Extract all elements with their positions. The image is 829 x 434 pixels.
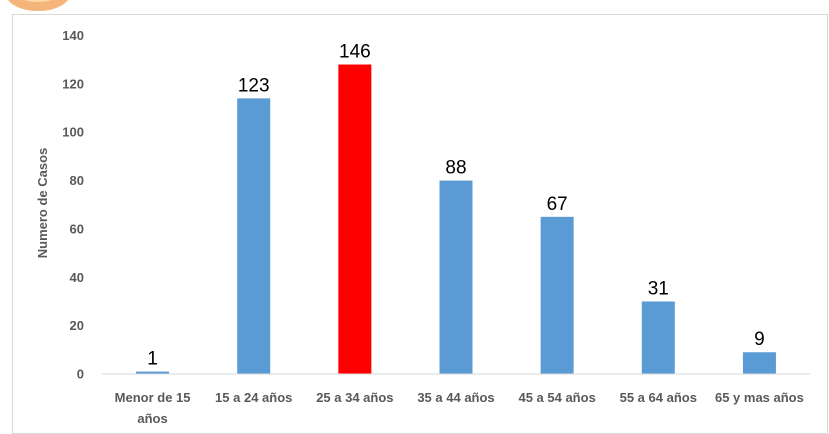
y-tick-label: 80 <box>70 173 84 188</box>
bar <box>338 64 372 374</box>
y-tick-label: 140 <box>62 28 84 43</box>
category-labels: Menor de 15 años 15 a 24 años 25 a 34 años 3… <box>115 390 804 426</box>
bar <box>237 98 271 374</box>
y-tick-label: 0 <box>77 367 84 382</box>
data-label: 88 <box>445 158 466 179</box>
logo-badge-highlight-icon <box>24 0 52 2</box>
y-axis-ticks: 0 20 40 60 80 100 120 140 <box>62 28 84 382</box>
bar <box>641 301 675 374</box>
data-label: 1 <box>147 349 158 370</box>
bar <box>439 180 473 374</box>
category-label: 25 a 34 años <box>316 390 393 405</box>
data-label: 67 <box>547 194 568 215</box>
bars <box>136 64 776 374</box>
y-tick-label: 20 <box>70 318 84 333</box>
data-label: 123 <box>238 75 270 96</box>
data-label: 146 <box>339 42 371 63</box>
y-tick-label: 100 <box>62 125 84 140</box>
category-label: 55 a 64 años <box>620 390 697 405</box>
chart-area-border <box>12 14 828 434</box>
y-tick-label: 40 <box>70 270 84 285</box>
y-tick-label: 60 <box>70 221 84 236</box>
category-label: Menor de 15 años <box>115 390 191 426</box>
category-label: 65 y mas años <box>715 390 804 405</box>
category-label: 45 a 54 años <box>518 390 595 405</box>
category-label: 15 a 24 años <box>215 390 292 405</box>
data-label: 9 <box>754 329 765 350</box>
category-label: 35 a 44 años <box>417 390 494 405</box>
y-axis-title: Numero de Casos <box>35 148 50 259</box>
data-label: 31 <box>648 278 669 299</box>
bar <box>136 371 170 374</box>
logo-badge-icon <box>8 0 68 11</box>
y-tick-label: 120 <box>62 76 84 91</box>
bar <box>540 216 574 374</box>
bar <box>742 352 776 374</box>
data-labels: 1 123 146 88 67 31 9 <box>147 42 764 370</box>
